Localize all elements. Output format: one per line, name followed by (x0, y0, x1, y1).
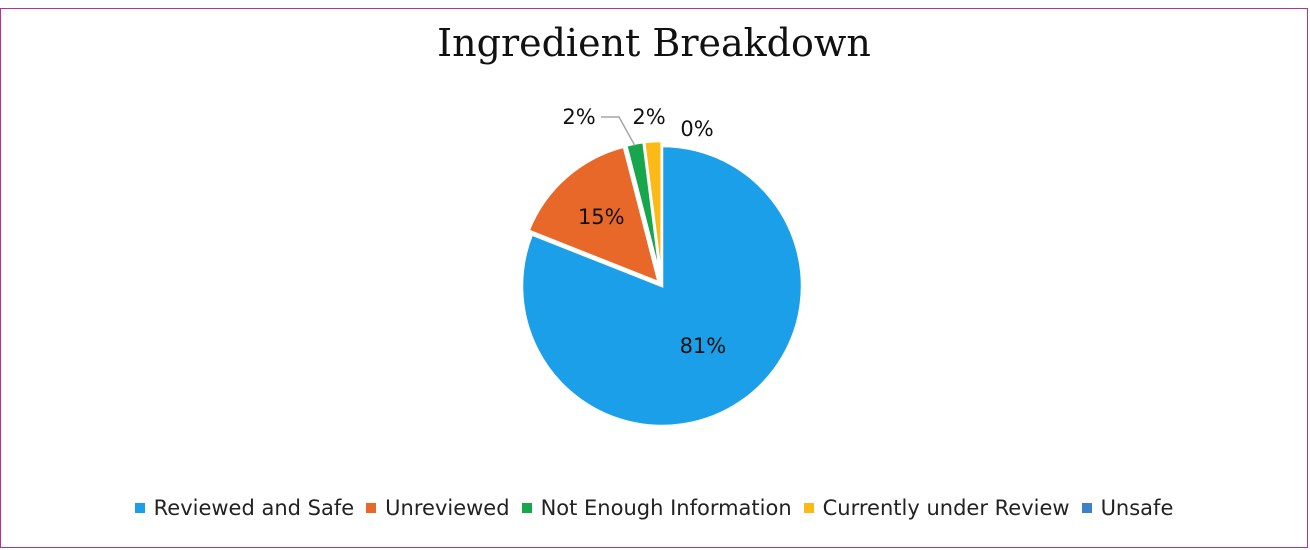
data-label-not-enough-information: 2% (562, 105, 595, 129)
legend-swatch (521, 503, 532, 513)
chart-frame: Ingredient Breakdown 81% 15% 2% 2% 0% Review… (0, 8, 1308, 548)
data-label-unsafe: 0% (680, 117, 713, 141)
pie-slice-reviewed-and-safe (520, 144, 804, 428)
data-label-currently-under-review: 2% (632, 105, 665, 129)
legend-item: Unreviewed (366, 496, 510, 520)
legend-item: Unsafe (1081, 496, 1174, 520)
legend-label: Unreviewed (385, 496, 510, 520)
legend-swatch (1081, 503, 1092, 513)
pie-slice-currently-under-review (642, 139, 663, 282)
legend-swatch (134, 503, 145, 513)
chart-legend: Reviewed and Safe Unreviewed Not Enough In… (1, 496, 1307, 520)
legend-label: Reviewed and Safe (153, 496, 355, 520)
pie-chart: 81% 15% 2% 2% 0% (520, 105, 804, 428)
legend-label: Not Enough Information (540, 496, 792, 520)
legend-item: Currently under Review (803, 496, 1070, 520)
legend-label: Currently under Review (822, 496, 1070, 520)
leader-line (601, 116, 636, 146)
legend-swatch (803, 503, 814, 513)
legend-swatch (366, 503, 377, 513)
legend-item: Not Enough Information (521, 496, 792, 520)
data-label-unreviewed: 15% (578, 205, 625, 229)
legend-item: Reviewed and Safe (134, 496, 355, 520)
data-label-reviewed-and-safe: 81% (680, 334, 727, 358)
pie-slice-unreviewed (526, 145, 661, 285)
chart-title: Ingredient Breakdown (437, 21, 871, 65)
legend-label: Unsafe (1100, 496, 1174, 520)
